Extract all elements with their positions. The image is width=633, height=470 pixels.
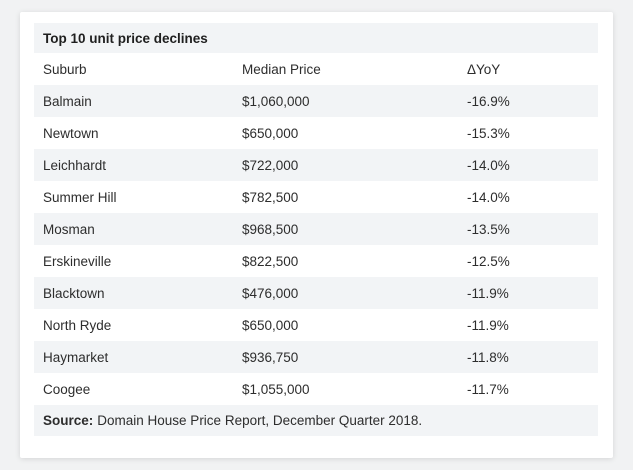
cell-suburb: Blacktown [43, 285, 105, 301]
source-label: Source: [43, 413, 94, 428]
table-row: Mosman $968,500 -13.5% [34, 213, 598, 245]
table-row: Haymarket $936,750 -11.8% [34, 341, 598, 373]
table-body: Balmain $1,060,000 -16.9% Newtown $650,000 -1… [34, 85, 598, 405]
table-card: Top 10 unit price declines Suburb Median… [20, 12, 613, 458]
header-suburb: Suburb [43, 61, 87, 77]
cell-median-price: $782,500 [242, 189, 299, 205]
cell-suburb: North Ryde [43, 317, 112, 333]
table-row: Summer Hill $782,500 -14.0% [34, 181, 598, 213]
cell-median-price: $1,060,000 [242, 93, 310, 109]
header-yoy: ΔYoY [467, 61, 501, 77]
cell-suburb: Coogee [43, 381, 91, 397]
cell-median-price: $650,000 [242, 317, 299, 333]
cell-yoy: -14.0% [467, 189, 510, 205]
cell-median-price: $722,000 [242, 157, 299, 173]
table-row: Leichhardt $722,000 -14.0% [34, 149, 598, 181]
cell-yoy: -11.7% [467, 381, 509, 397]
table-row: Coogee $1,055,000 -11.7% [34, 373, 598, 405]
source-note: Source: Domain House Price Report, Decem… [34, 405, 598, 436]
cell-median-price: $1,055,000 [242, 381, 310, 397]
cell-suburb: Mosman [43, 221, 95, 237]
cell-suburb: Erskineville [43, 253, 112, 269]
table-row: North Ryde $650,000 -11.9% [34, 309, 598, 341]
table-header-row: Suburb Median Price ΔYoY [34, 53, 598, 85]
cell-yoy: -11.9% [467, 285, 509, 301]
table-title: Top 10 unit price declines [34, 23, 598, 53]
cell-yoy: -11.8% [467, 349, 509, 365]
cell-suburb: Haymarket [43, 349, 109, 365]
cell-suburb: Leichhardt [43, 157, 107, 173]
table-row: Blacktown $476,000 -11.9% [34, 277, 598, 309]
cell-suburb: Newtown [43, 125, 99, 141]
cell-yoy: -16.9% [467, 93, 510, 109]
cell-yoy: -15.3% [467, 125, 510, 141]
cell-suburb: Summer Hill [43, 189, 117, 205]
cell-yoy: -14.0% [467, 157, 510, 173]
source-text: Domain House Price Report, December Quar… [97, 413, 423, 428]
cell-median-price: $650,000 [242, 125, 299, 141]
cell-median-price: $476,000 [242, 285, 299, 301]
cell-median-price: $822,500 [242, 253, 299, 269]
table-row: Balmain $1,060,000 -16.9% [34, 85, 598, 117]
price-table: Top 10 unit price declines Suburb Median… [34, 23, 598, 436]
header-median-price: Median Price [242, 61, 321, 77]
cell-median-price: $936,750 [242, 349, 299, 365]
cell-yoy: -11.9% [467, 317, 509, 333]
table-row: Newtown $650,000 -15.3% [34, 117, 598, 149]
cell-suburb: Balmain [43, 93, 92, 109]
cell-yoy: -13.5% [467, 221, 510, 237]
cell-yoy: -12.5% [467, 253, 510, 269]
table-row: Erskineville $822,500 -12.5% [34, 245, 598, 277]
cell-median-price: $968,500 [242, 221, 299, 237]
